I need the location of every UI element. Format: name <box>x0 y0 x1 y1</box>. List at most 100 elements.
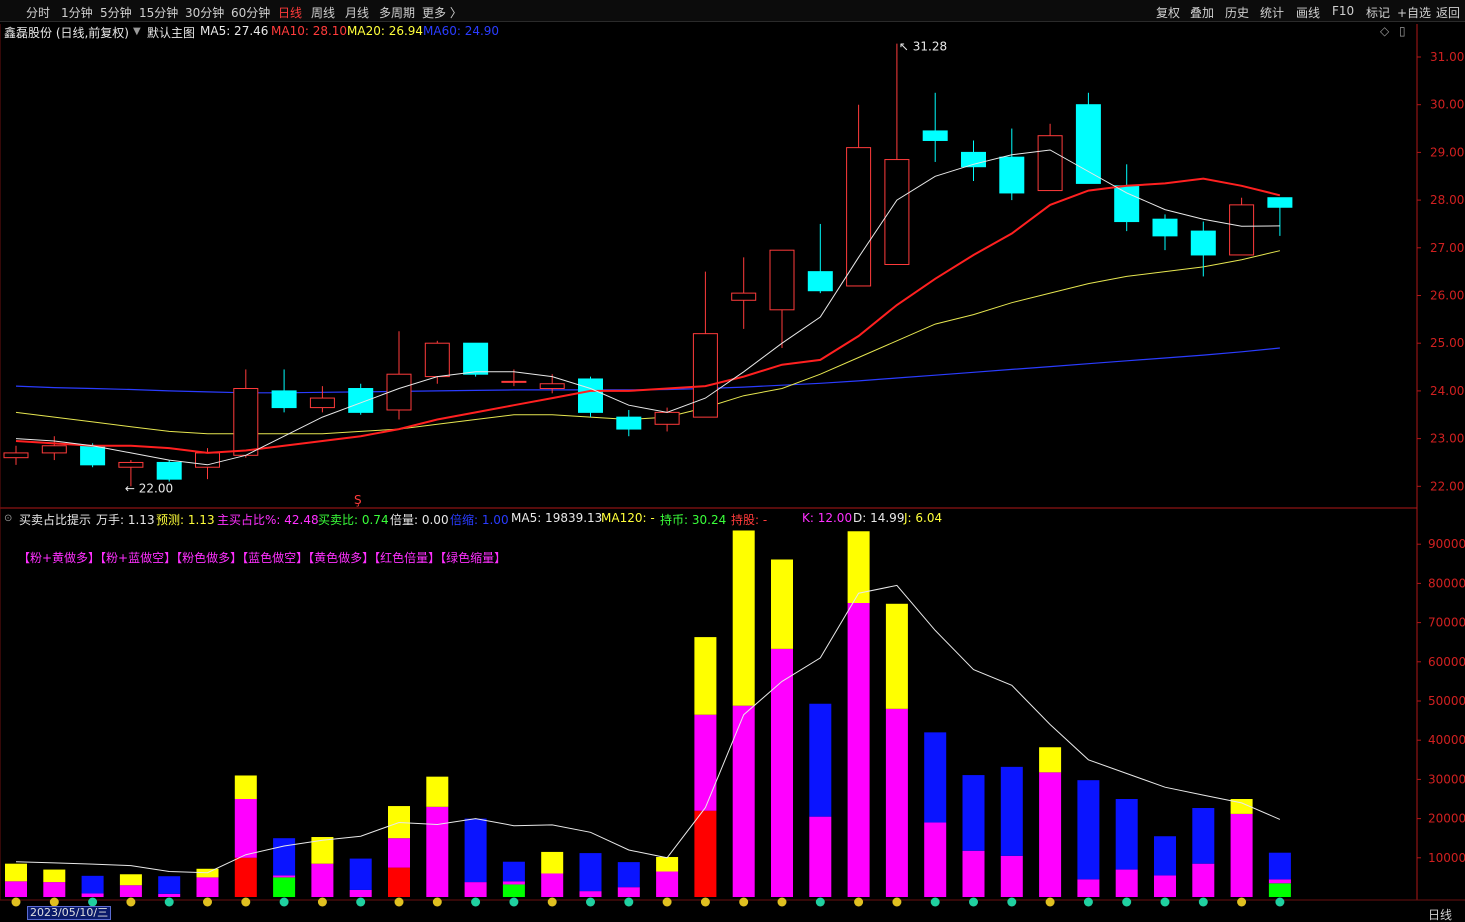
period-tab-1min[interactable]: 1分钟 <box>61 6 93 20</box>
tool-history[interactable]: 历史 <box>1225 6 1250 20</box>
cursor-date-label: 2023/05/10/三 <box>27 906 112 920</box>
volume-bar-yellow <box>541 851 564 874</box>
volume-bar-pink <box>502 881 525 885</box>
volume-bar-pink <box>771 648 793 897</box>
price-tick-label: 22.00 <box>1430 479 1464 493</box>
sub-zhumai: 主买占比%: 42.48 <box>217 513 319 527</box>
tool-overlay[interactable]: 叠加 <box>1190 6 1215 20</box>
candle-body <box>309 397 335 409</box>
period-tab-15min[interactable]: 15分钟 <box>139 6 179 20</box>
tool-add-watchlist[interactable]: +自选 <box>1397 6 1432 20</box>
volume-bar-blue <box>502 861 525 882</box>
candle-body <box>348 388 374 413</box>
signal-marker-icon <box>739 897 749 907</box>
volume-bar-yellow <box>43 869 66 883</box>
signal-marker-icon <box>1198 897 1208 907</box>
sub-k: K: 12.00 <box>802 511 853 525</box>
signal-marker-icon <box>930 897 940 907</box>
sub-d: D: 14.99 <box>853 511 905 525</box>
signal-marker-icon <box>1122 897 1132 907</box>
main-template-label[interactable]: 默认主图 <box>147 26 196 40</box>
candle-body <box>424 342 450 378</box>
volume-bar-blue <box>1077 780 1100 880</box>
volume-bar-pink <box>541 873 564 897</box>
volume-bar-blue <box>1000 766 1023 856</box>
high-price-annotation: ↖ 31.28 <box>899 40 947 54</box>
signal-marker-icon <box>1083 897 1093 907</box>
stock-title: 鑫磊股份 (日线,前复权) <box>4 26 129 40</box>
volume-bar-yellow <box>885 603 908 709</box>
candle-body <box>3 452 29 459</box>
period-tab-5min[interactable]: 5分钟 <box>100 6 132 20</box>
candle-body <box>118 461 144 468</box>
diamond-icon[interactable]: ◇ <box>1380 24 1390 38</box>
indicator-toggle-icon[interactable]: ⊙ <box>4 513 13 524</box>
price-tick-label: 24.00 <box>1430 384 1464 398</box>
signal-marker-icon <box>11 897 21 907</box>
candle-body <box>1037 135 1063 192</box>
volume-bar-yellow <box>1039 747 1062 773</box>
tool-back[interactable]: 返回 <box>1436 6 1461 20</box>
volume-bar-pink <box>732 705 755 897</box>
volume-tick-label: 50000 <box>1428 694 1465 708</box>
volume-bar-blue <box>349 858 372 890</box>
volume-bar-pink <box>885 708 908 897</box>
tool-stats[interactable]: 统计 <box>1260 6 1285 20</box>
signal-marker-icon <box>1275 897 1285 907</box>
ma10-line <box>15 177 1281 454</box>
volume-bar-green <box>502 884 525 897</box>
period-tab-daily[interactable]: 日线 <box>278 6 303 20</box>
period-tab-fenshi[interactable]: 分时 <box>26 6 51 20</box>
volume-bar-pink <box>388 838 410 868</box>
period-tab-30min[interactable]: 30分钟 <box>185 6 225 20</box>
volume-bar-pink <box>656 871 679 897</box>
signal-marker-icon <box>700 897 710 907</box>
candle-body <box>156 461 182 480</box>
volume-tick-label: 80000 <box>1428 576 1465 590</box>
period-tab-60min[interactable]: 60分钟 <box>231 6 271 20</box>
volume-bar-pink <box>81 893 104 897</box>
period-indicator: 日线 <box>1428 908 1453 922</box>
volume-bar-pink <box>119 885 142 897</box>
sub-wanshou: 万手: 1.13 <box>96 513 155 527</box>
ma60-line <box>15 347 1280 394</box>
volume-bar-pink <box>5 881 27 897</box>
volume-bar-blue <box>924 732 947 823</box>
ma10-legend: MA10: 28.10 <box>271 24 348 38</box>
volume-bar-blue <box>273 838 296 876</box>
volume-tick-label: 70000 <box>1428 616 1465 630</box>
tool-f10[interactable]: F10 <box>1332 4 1355 18</box>
signal-marker-icon <box>547 897 557 907</box>
candle-body <box>692 333 718 418</box>
period-tab-weekly[interactable]: 周线 <box>311 6 336 20</box>
period-tab-monthly[interactable]: 月线 <box>345 6 370 20</box>
signal-marker-icon <box>164 897 174 907</box>
volume-bar-yellow <box>311 837 334 864</box>
volume-bar-pink <box>1039 772 1062 897</box>
price-tick-label: 25.00 <box>1430 336 1464 350</box>
low-price-annotation: ← 22.00 <box>125 481 173 495</box>
candle-body <box>807 271 833 292</box>
tool-restore-rights[interactable]: 复权 <box>1156 6 1181 20</box>
period-tab-multi[interactable]: 多周期 <box>379 6 416 20</box>
signal-marker-icon <box>49 897 59 907</box>
volume-bar-pink <box>694 714 717 811</box>
volume-bar-pink <box>962 850 985 897</box>
volume-bar-yellow <box>847 531 870 603</box>
price-tick-label: 28.00 <box>1430 193 1464 207</box>
candle-body <box>1190 230 1216 256</box>
period-tab-more[interactable]: 更多 〉 <box>422 6 462 20</box>
sub-j: J: 6.04 <box>904 511 943 525</box>
price-tick-label: 31.00 <box>1430 50 1464 64</box>
signal-marker-icon <box>126 897 136 907</box>
candle-body <box>501 380 527 383</box>
window-icon[interactable]: ▯ <box>1399 24 1406 38</box>
volume-tick-label: 90000 <box>1428 537 1465 551</box>
signal-marker-icon <box>854 897 864 907</box>
tool-draw[interactable]: 画线 <box>1296 6 1321 20</box>
indicator-name[interactable]: 买卖占比提示 <box>19 513 92 527</box>
signal-marker-icon <box>892 897 902 907</box>
signal-marker-icon <box>471 897 481 907</box>
tool-mark[interactable]: 标记 <box>1366 6 1391 20</box>
chevron-down-icon[interactable]: ▼ <box>133 26 141 37</box>
